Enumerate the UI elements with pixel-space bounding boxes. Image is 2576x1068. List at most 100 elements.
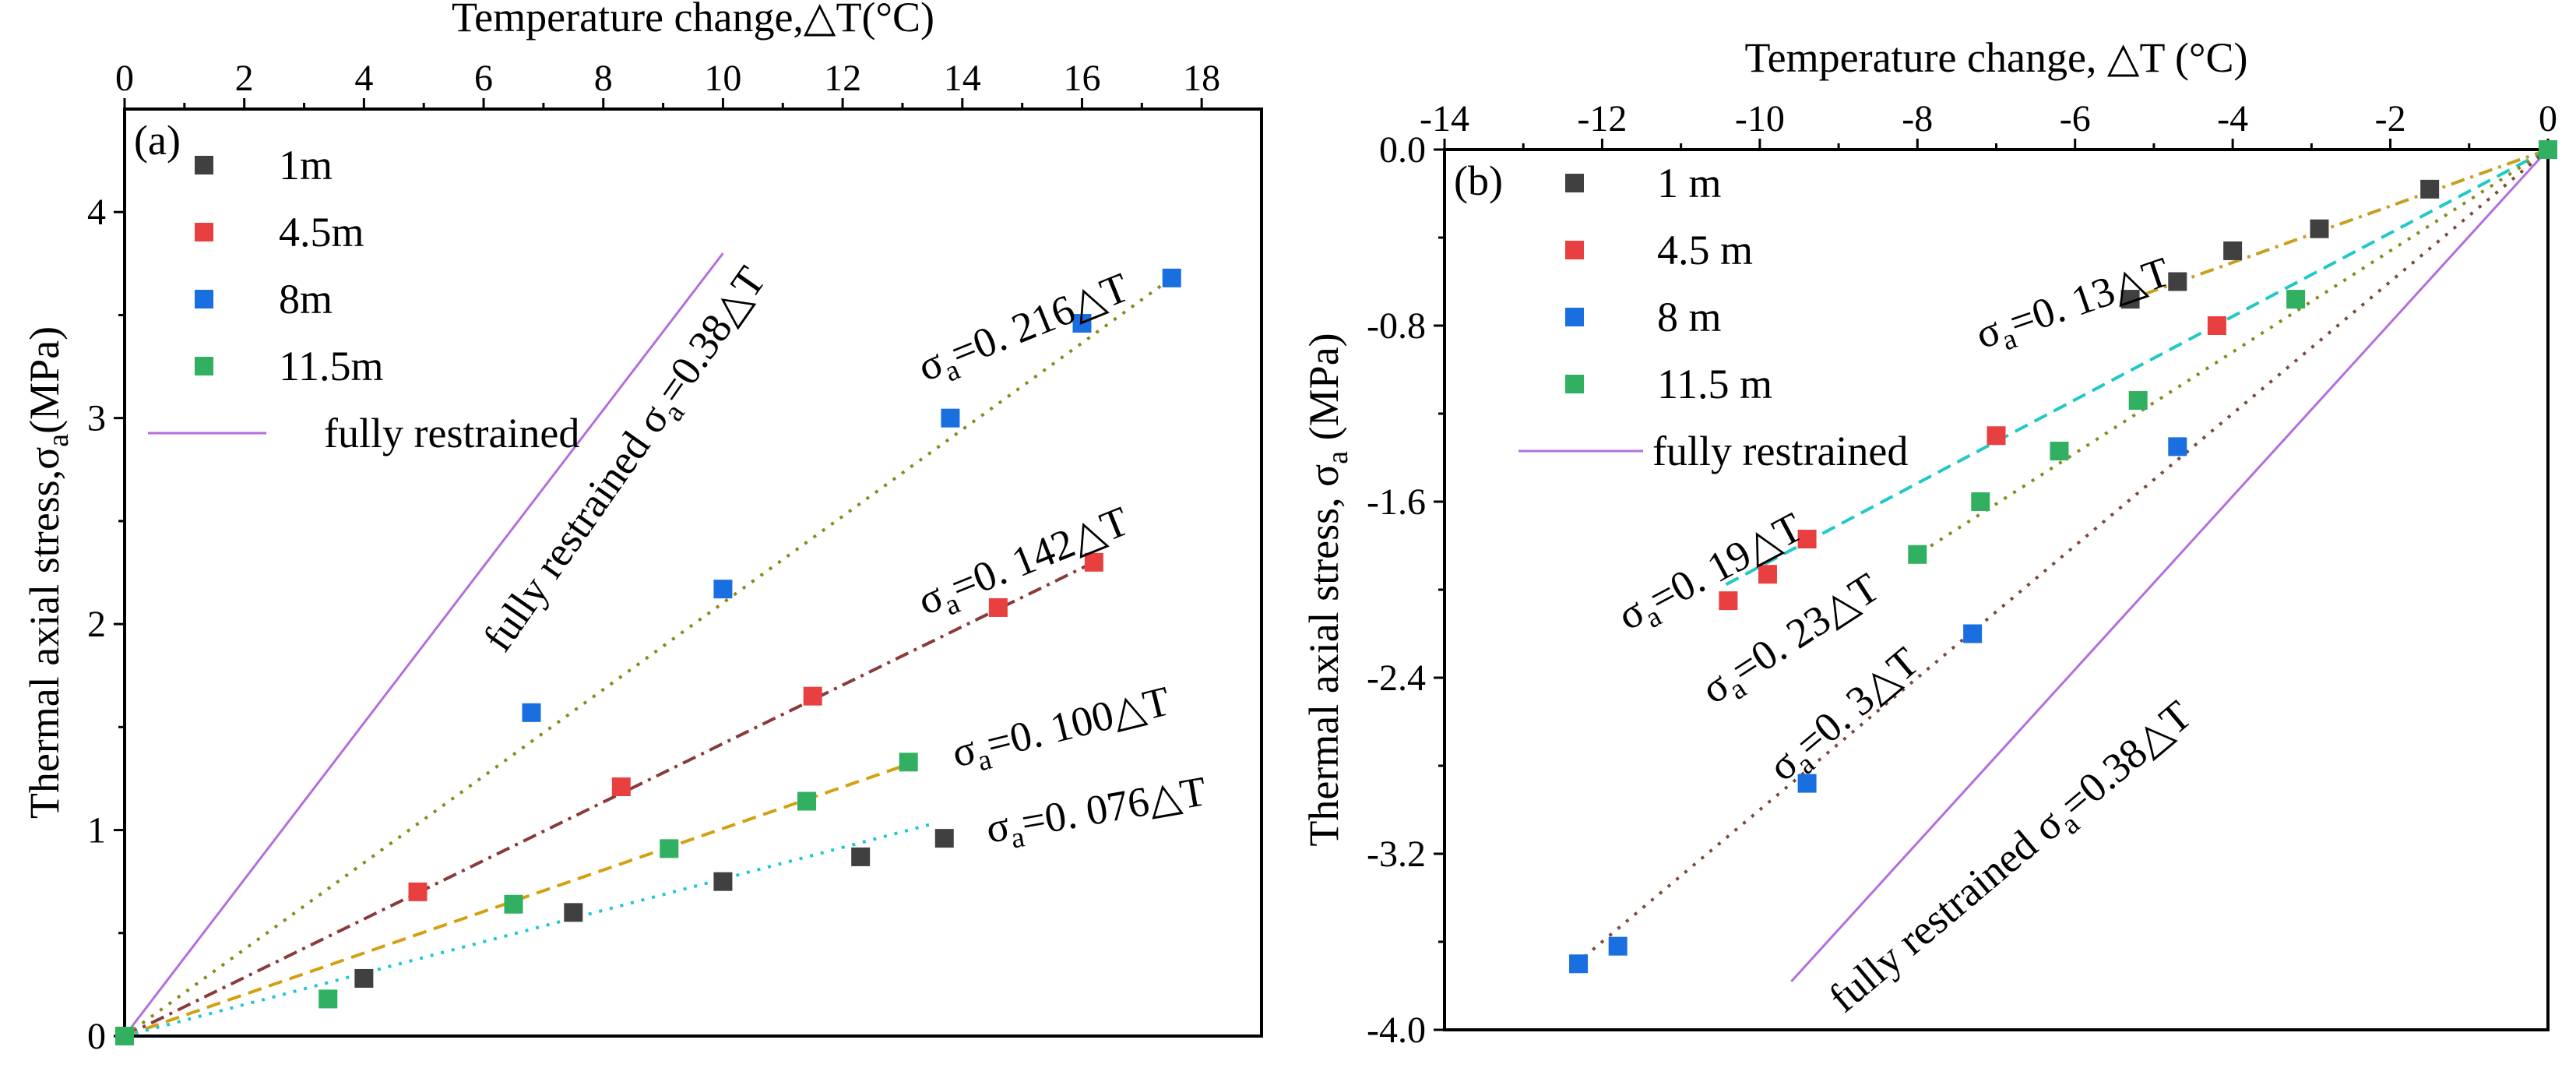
data-point-series-2	[1797, 774, 1817, 793]
x-tick-label: 18	[1183, 58, 1220, 99]
data-point-series-1	[1987, 426, 2006, 446]
x-tick-label: 8	[594, 58, 613, 99]
data-point-series-2	[2168, 437, 2187, 456]
anno-0076: σa=0. 076△T	[983, 767, 1212, 859]
anno-0076-value: =0. 076△T	[1018, 767, 1210, 846]
anno-0142-value: =0. 142△T	[945, 497, 1135, 611]
anno-fully-restrained-b: fully restrained σa=0.38△T	[1820, 692, 2205, 1027]
panel-b: -14 -12 -10 -8 -6 -4 -2 0 0.0 -0.8 -1.6 -2.4 -3.2 -4.…	[1300, 34, 2557, 1051]
fit-line-1	[2129, 148, 2549, 301]
legend-marker-3	[1565, 375, 1584, 393]
data-point-series-3	[504, 894, 523, 914]
anno-03-value: =0. 3△T	[1786, 638, 1927, 767]
data-point-series-3	[115, 1027, 134, 1045]
anno-013: σa=0. 13△T	[1969, 248, 2177, 365]
legend-marker-1	[195, 223, 213, 241]
anno-0100-value: =0. 100△T	[982, 677, 1174, 767]
data-point-series-3	[1908, 545, 1927, 564]
data-point-series-2	[522, 703, 541, 722]
legend-label-line: fully restrained	[324, 410, 579, 456]
y-axis-title-part2: (MPa)	[1300, 333, 1347, 450]
plot-frame	[123, 108, 1263, 1038]
x-axis-title: Temperature change, △T (°C)	[1744, 34, 2247, 81]
fit-line-2	[1719, 148, 2549, 589]
data-point-series-2	[941, 408, 960, 428]
x-tick-label: 14	[944, 58, 981, 99]
y-tick-label: 1	[87, 810, 106, 851]
legend-label-3: 11.5 m	[1657, 361, 1772, 407]
legend-marker-0	[1565, 174, 1584, 192]
y-tick-label: -3.2	[1367, 834, 1426, 875]
data-point-series-1	[408, 882, 428, 901]
y-axis-title-sub: a	[42, 434, 75, 447]
y-axis-title-part1: Thermal axial stress,σ	[21, 447, 68, 819]
data-point-series-1	[1758, 565, 1777, 584]
legend-marker-0	[195, 156, 213, 174]
x-tick-label: -12	[1577, 98, 1627, 139]
x-tick-label: -6	[2060, 98, 2091, 139]
y-axis-title-part1: Thermal axial stress, σ	[1300, 464, 1347, 847]
data-point-series-1	[1797, 530, 1817, 549]
data-point-series-3	[1971, 492, 1990, 511]
legend-label-2: 8 m	[1657, 294, 1722, 340]
data-point-series-1	[611, 777, 631, 797]
y-tick-label: 2	[87, 604, 106, 645]
legend-marker-3	[195, 357, 213, 375]
x-tick-label: 0	[115, 58, 134, 99]
data-point-series-3	[2286, 290, 2306, 309]
data-point-series-2	[1569, 954, 1589, 974]
data-point-series-3	[318, 989, 338, 1009]
data-point-series-1	[988, 597, 1008, 617]
anno-0100: σa=0. 100△T	[947, 677, 1176, 783]
y-axis-title-part2: (MPa)	[21, 326, 68, 434]
data-point-series-1	[2207, 316, 2226, 335]
x-tick-label: -14	[1420, 98, 1469, 139]
data-point-series-0	[2168, 272, 2187, 291]
data-point-series-0	[564, 903, 583, 922]
x-tick-label: -2	[2375, 98, 2406, 139]
anno-0216-value: =0. 216△T	[945, 263, 1135, 377]
anno-fully-restrained-b-value: =0.38△T	[2051, 692, 2200, 827]
data-point-series-3	[2128, 391, 2148, 411]
x-tick-label: 2	[235, 58, 254, 99]
x-tick-label: 16	[1063, 58, 1100, 99]
x-tick-label: -10	[1735, 98, 1785, 139]
data-point-series-0	[934, 829, 954, 848]
data-point-series-0	[2120, 290, 2140, 309]
y-tick-label: 0	[87, 1016, 106, 1057]
legend-marker-2	[195, 290, 213, 308]
y-tick-label: -2.4	[1367, 657, 1426, 699]
anno-fully-restrained-a: fully restrained σa=0.38△T	[474, 258, 780, 664]
data-point-series-0	[851, 847, 871, 866]
data-point-series-1	[1719, 591, 1738, 611]
data-point-series-2	[1072, 314, 1092, 333]
panel-label: (a)	[134, 117, 181, 164]
legend-marker-1	[1565, 241, 1584, 259]
legend-label-2: 8m	[279, 276, 333, 323]
x-tick-label: 0	[2539, 98, 2557, 139]
y-tick-label: -0.8	[1367, 305, 1426, 347]
data-point-series-1	[803, 686, 822, 706]
x-tick-label: -4	[2217, 98, 2248, 139]
anno-fully-restrained-a-value: =0.38△T	[647, 258, 775, 412]
anno-0142: σa=0. 142△T	[911, 497, 1138, 630]
y-axis-title: Thermal axial stress,σa(MPa)	[21, 326, 75, 819]
fit-line-2	[124, 560, 1095, 1038]
legend-label-1: 4.5 m	[1657, 227, 1753, 273]
data-point-series-3	[899, 753, 918, 772]
fit-line-1	[123, 277, 1173, 1038]
x-tick-label: 6	[474, 58, 493, 99]
legend-label-0: 1m	[279, 142, 333, 189]
fit-line-0	[1790, 148, 2550, 982]
data-point-series-2	[1162, 268, 1181, 287]
fit-line-4	[124, 822, 933, 1038]
data-point-series-0	[713, 872, 733, 891]
data-point-series-1	[1084, 552, 1103, 572]
legend-label-0: 1 m	[1657, 160, 1722, 206]
data-point-series-0	[2420, 179, 2440, 199]
y-tick-label: 3	[87, 398, 106, 439]
x-tick-label: 4	[354, 58, 373, 99]
data-point-series-3	[797, 791, 816, 811]
